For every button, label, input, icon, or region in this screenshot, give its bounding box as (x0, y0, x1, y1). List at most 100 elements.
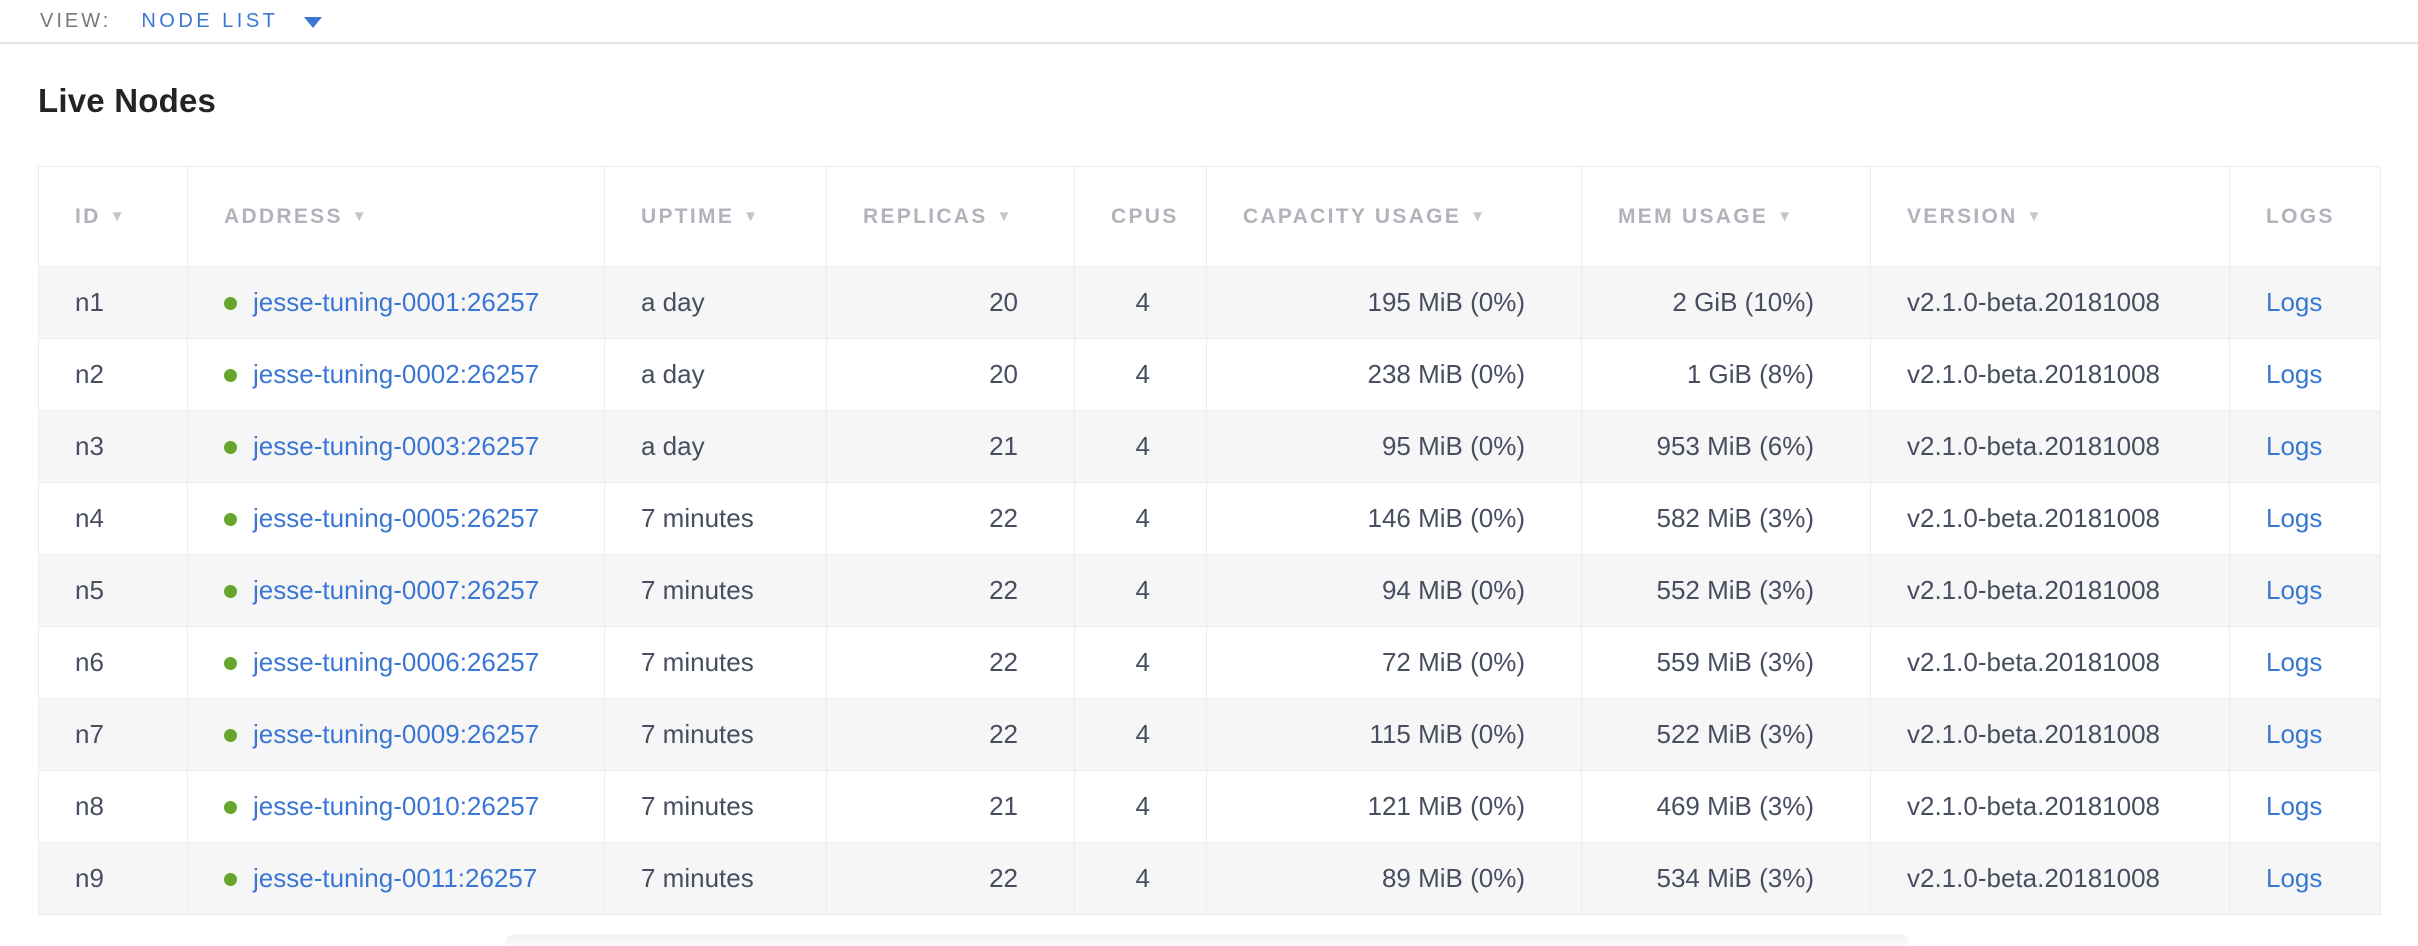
cell-capacity_usage: 115 MiB (0%) (1206, 698, 1582, 771)
view-selector-dropdown[interactable]: NODE LIST (141, 10, 323, 33)
sort-arrow-icon: ▼ (996, 207, 1014, 225)
column-header-version[interactable]: VERSION ▼ (1870, 166, 2230, 267)
cell-address: jesse-tuning-0006:26257 (187, 626, 605, 699)
cell-address: jesse-tuning-0010:26257 (187, 770, 605, 843)
node-address-link[interactable]: jesse-tuning-0001:26257 (253, 287, 540, 317)
column-label: REPLICAS (863, 204, 988, 228)
column-header-cpus: CPUS (1074, 166, 1207, 267)
node-logs-link[interactable]: Logs (2266, 359, 2323, 389)
cell-replicas: 22 (826, 698, 1075, 771)
node-healthy-status-icon (224, 297, 237, 310)
column-label: CPUS (1111, 204, 1179, 228)
cell-id: n7 (38, 698, 188, 771)
page-title: Live Nodes (38, 82, 217, 119)
node-logs-link[interactable]: Logs (2266, 503, 2323, 533)
node-address-link[interactable]: jesse-tuning-0003:26257 (253, 431, 540, 461)
cell-replicas: 20 (826, 266, 1075, 339)
table-header-row: ID ▼ ADDRESS ▼ UPTIME ▼ REPLICAS ▼ CPUS CAPACITY … (38, 166, 2381, 267)
sort-arrow-icon: ▼ (351, 207, 369, 225)
sort-arrow-icon: ▼ (1470, 207, 1488, 225)
cell-mem_usage: 953 MiB (6%) (1581, 410, 1871, 483)
column-label: CAPACITY USAGE (1243, 204, 1462, 228)
cell-version: v2.1.0-beta.20181008 (1870, 626, 2230, 699)
node-logs-link[interactable]: Logs (2266, 719, 2323, 749)
node-address-link[interactable]: jesse-tuning-0010:26257 (253, 791, 540, 821)
column-label: ADDRESS (224, 204, 343, 228)
cell-uptime: 7 minutes (604, 482, 827, 555)
cell-address: jesse-tuning-0005:26257 (187, 482, 605, 555)
cell-uptime: a day (604, 266, 827, 339)
cell-logs: Logs (2229, 842, 2381, 915)
view-bar: VIEW: NODE LIST (0, 0, 2418, 44)
node-healthy-status-icon (224, 441, 237, 454)
view-label: VIEW: (40, 9, 112, 32)
table-row: n6 jesse-tuning-0006:26257 7 minutes 22 4 72 … (38, 626, 2381, 699)
cell-capacity_usage: 195 MiB (0%) (1206, 266, 1582, 339)
column-label: ID (75, 204, 101, 228)
cell-logs: Logs (2229, 554, 2381, 627)
cell-id: n3 (38, 410, 188, 483)
cell-version: v2.1.0-beta.20181008 (1870, 410, 2230, 483)
node-healthy-status-icon (224, 369, 237, 382)
node-logs-link[interactable]: Logs (2266, 431, 2323, 461)
column-header-mem_usage[interactable]: MEM USAGE ▼ (1581, 166, 1871, 267)
cell-cpus: 4 (1074, 482, 1207, 555)
node-logs-link[interactable]: Logs (2266, 575, 2323, 605)
cell-replicas: 22 (826, 482, 1075, 555)
cell-mem_usage: 534 MiB (3%) (1581, 842, 1871, 915)
table-row: n3 jesse-tuning-0003:26257 a day 21 4 95 MiB … (38, 410, 2381, 483)
node-address-link[interactable]: jesse-tuning-0006:26257 (253, 647, 540, 677)
node-healthy-status-icon (224, 729, 237, 742)
cell-replicas: 22 (826, 842, 1075, 915)
node-address-link[interactable]: jesse-tuning-0005:26257 (253, 503, 540, 533)
cell-id: n8 (38, 770, 188, 843)
cell-id: n5 (38, 554, 188, 627)
cell-uptime: a day (604, 338, 827, 411)
cell-address: jesse-tuning-0009:26257 (187, 698, 605, 771)
cell-cpus: 4 (1074, 554, 1207, 627)
cell-version: v2.1.0-beta.20181008 (1870, 266, 2230, 339)
cell-address: jesse-tuning-0007:26257 (187, 554, 605, 627)
column-header-replicas[interactable]: REPLICAS ▼ (826, 166, 1075, 267)
table-row: n5 jesse-tuning-0007:26257 7 minutes 22 4 94 … (38, 554, 2381, 627)
sort-arrow-icon: ▼ (1777, 207, 1795, 225)
node-healthy-status-icon (224, 873, 237, 886)
sort-arrow-icon: ▼ (743, 207, 761, 225)
node-healthy-status-icon (224, 657, 237, 670)
column-header-address[interactable]: ADDRESS ▼ (187, 166, 605, 267)
cell-capacity_usage: 72 MiB (0%) (1206, 626, 1582, 699)
column-header-id[interactable]: ID ▼ (38, 166, 188, 267)
cell-address: jesse-tuning-0001:26257 (187, 266, 605, 339)
cell-capacity_usage: 89 MiB (0%) (1206, 842, 1582, 915)
cell-version: v2.1.0-beta.20181008 (1870, 842, 2230, 915)
cell-id: n2 (38, 338, 188, 411)
main-content: Live Nodes ID ▼ ADDRESS ▼ UPTIME ▼ REPLICAS ▼ CP… (0, 82, 2418, 915)
cell-cpus: 4 (1074, 410, 1207, 483)
cell-uptime: 7 minutes (604, 554, 827, 627)
node-address-link[interactable]: jesse-tuning-0011:26257 (253, 863, 538, 893)
cell-logs: Logs (2229, 626, 2381, 699)
cell-mem_usage: 522 MiB (3%) (1581, 698, 1871, 771)
column-header-capacity_usage[interactable]: CAPACITY USAGE ▼ (1206, 166, 1582, 267)
cell-capacity_usage: 238 MiB (0%) (1206, 338, 1582, 411)
cell-version: v2.1.0-beta.20181008 (1870, 338, 2230, 411)
cell-address: jesse-tuning-0011:26257 (187, 842, 605, 915)
node-logs-link[interactable]: Logs (2266, 647, 2323, 677)
node-address-link[interactable]: jesse-tuning-0007:26257 (253, 575, 540, 605)
node-logs-link[interactable]: Logs (2266, 287, 2323, 317)
cell-cpus: 4 (1074, 266, 1207, 339)
table-row: n7 jesse-tuning-0009:26257 7 minutes 22 4 115… (38, 698, 2381, 771)
node-logs-link[interactable]: Logs (2266, 863, 2323, 893)
node-address-link[interactable]: jesse-tuning-0009:26257 (253, 719, 540, 749)
node-address-link[interactable]: jesse-tuning-0002:26257 (253, 359, 540, 389)
cell-mem_usage: 559 MiB (3%) (1581, 626, 1871, 699)
cell-id: n4 (38, 482, 188, 555)
node-logs-link[interactable]: Logs (2266, 791, 2323, 821)
column-header-uptime[interactable]: UPTIME ▼ (604, 166, 827, 267)
cell-version: v2.1.0-beta.20181008 (1870, 770, 2230, 843)
cell-logs: Logs (2229, 482, 2381, 555)
cell-cpus: 4 (1074, 770, 1207, 843)
table-row: n4 jesse-tuning-0005:26257 7 minutes 22 4 146… (38, 482, 2381, 555)
cell-id: n9 (38, 842, 188, 915)
node-healthy-status-icon (224, 585, 237, 598)
